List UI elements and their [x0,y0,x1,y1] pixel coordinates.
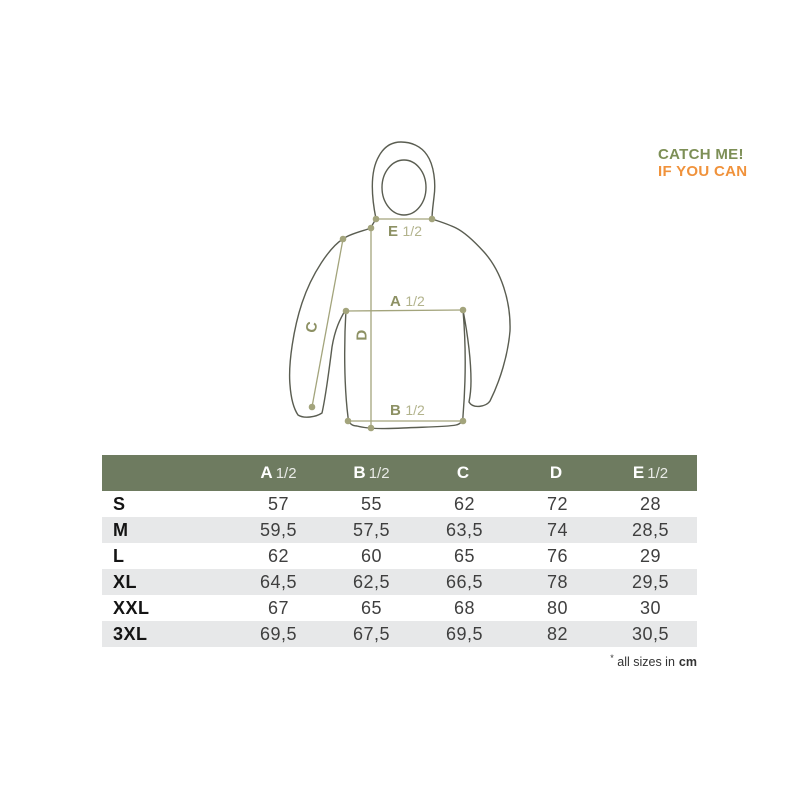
measure-dot [308,403,316,411]
size-value-cell: 62,5 [352,571,391,592]
size-value-cell: 29 [639,545,662,566]
label-a: A 1/2 [390,293,425,310]
footnote: * all sizes in cm [610,653,697,669]
header-cell-b: B 1/2 [325,455,418,491]
size-diagram: E 1/2 A 1/2 B 1/2 D C [288,141,511,432]
size-value-cell: 65 [453,545,476,566]
size-value-cell: 69,5 [445,623,484,644]
size-value-cell: 55 [360,493,383,514]
table-row: L 62 60 65 76 29 [102,543,697,569]
size-value-cell: 74 [546,519,569,540]
size-value-cell: 62 [453,493,476,514]
size-table-body: S 57 55 62 72 28 M 59,5 57,5 63,5 74 28,5 L 62 60 65 76 2… [102,491,697,647]
measure-line-a [345,309,464,312]
measure-dot [344,417,352,425]
measure-dot [459,417,467,425]
measure-dot [367,224,375,232]
table-row: 3XL 69,5 67,5 69,5 82 30,5 [102,621,697,647]
size-label: S [113,493,126,514]
hood-outline [371,141,436,220]
size-value-cell: 69,5 [259,623,298,644]
size-label: XL [113,571,138,592]
size-table: A 1/2 B 1/2 C D E 1/2 S 57 55 62 72 28 M 59,5 57,5 6… [102,455,697,647]
size-label: 3XL [113,623,148,644]
size-value-cell: 67,5 [352,623,391,644]
size-value-cell: 30,5 [631,623,670,644]
header-cell-a: A 1/2 [232,455,325,491]
header-cell-d: D [511,455,604,491]
table-header-row: A 1/2 B 1/2 C D E 1/2 [102,455,697,491]
face-opening [381,159,427,216]
size-value-cell: 29,5 [631,571,670,592]
size-value-cell: 66,5 [445,571,484,592]
size-value-cell: 72 [546,493,569,514]
size-value-cell: 28 [639,493,662,514]
size-value-cell: 30 [639,597,662,618]
label-e: E 1/2 [388,223,422,240]
size-value-cell: 63,5 [445,519,484,540]
label-c: C [303,320,322,334]
measure-dot [459,306,467,314]
table-row: S 57 55 62 72 28 [102,491,697,517]
size-label: L [113,545,125,566]
size-value-cell: 78 [546,571,569,592]
size-value-cell: 67 [267,597,290,618]
brand-line-2: IF YOU CAN [658,163,748,180]
measure-dot [372,215,380,223]
size-value-cell: 62 [267,545,290,566]
footnote-text: all sizes in [617,655,675,670]
header-cell-e: E 1/2 [604,455,697,491]
brand-claim: CATCH ME! IF YOU CAN [658,146,747,180]
size-value-cell: 60 [360,545,383,566]
measure-dot [342,307,350,315]
header-cell-c: C [418,455,511,491]
size-value-cell: 64,5 [259,571,298,592]
size-value-cell: 28,5 [631,519,670,540]
table-row: XL 64,5 62,5 66,5 78 29,5 [102,569,697,595]
label-b: B 1/2 [390,402,425,419]
size-value-cell: 76 [546,545,569,566]
measure-dot [428,215,436,223]
size-value-cell: 59,5 [259,519,298,540]
jacket-outline [288,218,511,430]
size-value-cell: 68 [453,597,476,618]
size-value-cell: 57 [267,493,290,514]
size-value-cell: 82 [546,623,569,644]
footnote-star: * [610,653,614,663]
measure-dot [367,424,375,432]
footnote-unit: cm [678,655,697,670]
size-value-cell: 65 [360,597,383,618]
table-row: M 59,5 57,5 63,5 74 28,5 [102,517,697,543]
size-label: M [113,519,129,540]
label-d: D [354,329,371,340]
table-row: XXL 67 65 68 80 30 [102,595,697,621]
measure-line-c [311,238,344,408]
measure-dot [339,235,347,243]
size-value-cell: 57,5 [352,519,391,540]
brand-line-1: CATCH ME! [658,146,744,163]
header-cell-corner [102,455,232,491]
size-label: XXL [113,597,150,618]
size-value-cell: 80 [546,597,569,618]
